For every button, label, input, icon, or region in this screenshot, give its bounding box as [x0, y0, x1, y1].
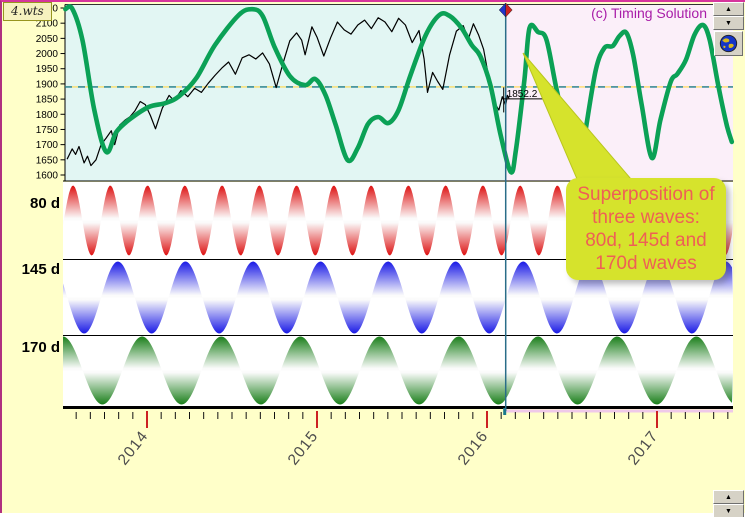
- scroll-up-button-bottom[interactable]: ▲: [713, 490, 744, 504]
- main-chart-canvas: 2150210020502000195019001850180017501700…: [36, 2, 735, 469]
- annotation-callout[interactable]: Superposition of three waves: 80d, 145d …: [566, 178, 726, 280]
- worksheet-name-label: 4.wts: [11, 4, 44, 18]
- chart-past-region: [65, 4, 506, 181]
- future-strip: [505, 409, 733, 413]
- y-axis-tick-label: 2050: [36, 34, 59, 45]
- callout-line: 170d waves: [595, 253, 697, 274]
- y-axis-tick-label: 1600: [36, 171, 59, 182]
- wave-145d-fill: [63, 261, 733, 334]
- down-arrow-icon: ▼: [725, 19, 732, 27]
- last-price-label: 1852.2: [507, 89, 538, 100]
- wave-80d-fill: [63, 185, 733, 256]
- scroll-down-button[interactable]: ▼: [713, 16, 744, 30]
- y-axis-tick-label: 1850: [36, 95, 59, 106]
- y-axis-tick-label: 1800: [36, 110, 59, 121]
- y-axis-tick-label: 1950: [36, 64, 59, 75]
- y-axis-tick-label: 1650: [36, 155, 59, 166]
- wave-170d-label: 170 d: [21, 339, 60, 356]
- wave-170d-fill: [63, 336, 733, 405]
- scroll-down-button-bottom[interactable]: ▼: [713, 504, 744, 517]
- x-axis-year-label: 2014: [115, 428, 152, 469]
- globe-button[interactable]: [714, 31, 743, 56]
- worksheet-name-box[interactable]: 4.wts: [3, 2, 52, 21]
- y-axis-tick-label: 1700: [36, 140, 59, 151]
- callout-line: 80d, 145d and: [585, 230, 707, 251]
- y-axis-tick-label: 1750: [36, 125, 59, 136]
- wave-80d-label: 80 d: [29, 195, 60, 212]
- x-axis-year-label: 2015: [285, 428, 322, 469]
- time-cursor-diamond[interactable]: [505, 2, 513, 18]
- cursor-axis-tick: [503, 408, 507, 415]
- scroll-up-button[interactable]: ▲: [713, 2, 744, 16]
- superposition-wave: [63, 4, 735, 175]
- up-arrow-icon: ▲: [725, 5, 732, 13]
- wave-145d-label: 145 d: [21, 261, 60, 278]
- globe-earth-icon: [719, 34, 738, 53]
- down-arrow-icon: ▼: [725, 507, 732, 515]
- copyright-text: (c) Timing Solution: [591, 5, 707, 21]
- y-axis-tick-label: 2100: [36, 19, 59, 30]
- y-axis-tick-label: 2000: [36, 49, 59, 60]
- callout-line: three waves:: [592, 207, 700, 228]
- x-axis-year-label: 2017: [625, 428, 662, 469]
- x-axis-line: [63, 406, 733, 409]
- callout-line: Superposition of: [577, 184, 715, 205]
- y-axis-tick-label: 1900: [36, 79, 59, 90]
- up-arrow-icon: ▲: [725, 493, 732, 501]
- x-axis-year-label: 2016: [455, 428, 492, 469]
